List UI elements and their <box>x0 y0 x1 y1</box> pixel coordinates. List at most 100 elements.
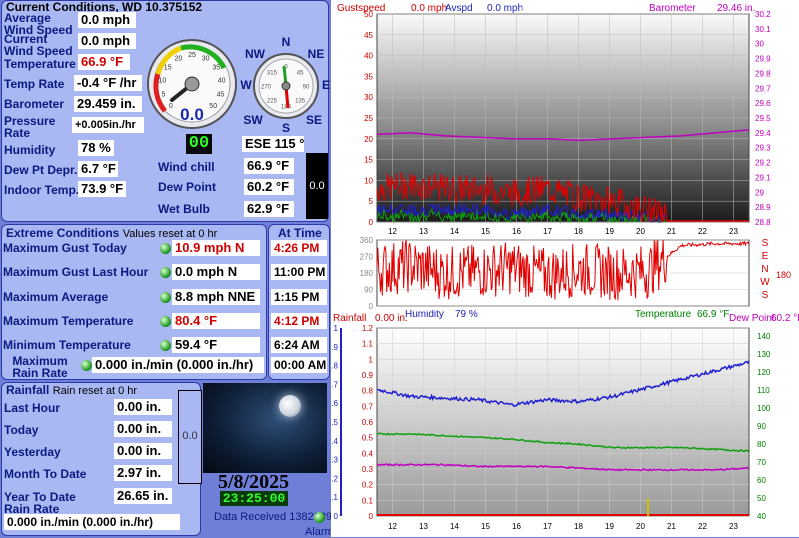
chart3-ytick-right: 110 <box>757 386 770 395</box>
gauge-tick: 20 <box>175 55 183 62</box>
gauge-tick: 10 <box>159 77 167 84</box>
chart1-xtick: 17 <box>543 227 552 236</box>
chart3-ytick-left: 0.2 <box>331 474 339 483</box>
gauge-tick: 35 <box>212 64 220 71</box>
compass-se: SE <box>306 113 322 127</box>
press-rate-label: Pressure Rate <box>4 114 56 140</box>
data-received-indicator-icon <box>314 512 325 523</box>
gauge-tick: 25 <box>188 52 196 59</box>
rainfall-row-value: 2.97 in. <box>114 465 172 481</box>
extreme-indicator-icon <box>81 360 92 371</box>
gauge-tick: 50 <box>209 103 217 110</box>
chart3-legend-dew-value: 60.2 °F <box>771 313 799 324</box>
chart3-ytick-left: 0.7 <box>331 380 339 389</box>
extreme-value: 59.4 °F <box>172 337 260 353</box>
compass-sw: SW <box>243 113 263 127</box>
chart3-ytick-right: 100 <box>757 404 771 413</box>
baro-label: Barometer <box>4 97 65 111</box>
gauge-tick: 40 <box>218 77 226 84</box>
speed-digits: 00 <box>186 134 212 154</box>
chart1-ytick-right: 29.1 <box>755 173 771 182</box>
compass-ne: NE <box>308 47 325 61</box>
chart3-ytick-mid: 0.6 <box>362 418 374 427</box>
extreme-value: 8.8 mph NNE <box>172 289 260 305</box>
chart3-xtick: 22 <box>698 522 707 531</box>
gauge-tick: 30 <box>202 55 210 62</box>
chart3-ytick-right: 80 <box>757 440 766 449</box>
chart1-series-gust <box>376 172 668 223</box>
extreme-indicator-icon <box>160 316 171 327</box>
chart3-ytick-mid: 0.3 <box>362 465 374 474</box>
chart1-xtick: 20 <box>636 227 645 236</box>
chart3-ytick-mid: 0.2 <box>362 481 374 490</box>
rain-rate-value: 0.000 in./min (0.000 in./hr) <box>4 514 180 530</box>
chart1-ytick-left: 25 <box>364 114 373 123</box>
chart3-legend-temp: Temperature <box>635 310 692 320</box>
chart3-ytick-right: 40 <box>757 512 766 521</box>
chart3-legend-temp-value: 66.9 °F <box>697 310 729 320</box>
gauge-value: 0.0 <box>180 105 204 124</box>
extreme-time: 00:00 AM <box>271 357 327 373</box>
chart3-ytick-mid: 1.2 <box>362 324 374 333</box>
press-rate-value: +0.005in./hr <box>72 117 144 133</box>
compass-tick: 135 <box>295 99 306 105</box>
chart3-xtick: 16 <box>512 522 521 531</box>
chart3-ytick-right: 140 <box>757 332 771 341</box>
extreme-label: Minimum Temperature <box>3 338 131 352</box>
rain-bucket <box>178 390 202 484</box>
indoor-value: 73.9 °F <box>78 181 126 197</box>
chart3-ytick-mid: 0.4 <box>362 449 374 458</box>
extreme-label: Maximum Gust Last Hour <box>3 265 149 279</box>
chart3-xtick: 20 <box>636 522 645 531</box>
chart1-ytick-left: 30 <box>364 93 373 102</box>
chart1-ytick-right: 29.3 <box>755 144 771 153</box>
compass-w: W <box>240 78 252 92</box>
baro-value: 29.459 in. <box>74 96 142 112</box>
gauge-tick: 5 <box>162 91 166 98</box>
wetbulb-value: 62.9 °F <box>244 201 294 217</box>
rain-rate-label: Rain Rate <box>4 502 60 516</box>
chart3-ytick-right: 70 <box>757 458 766 467</box>
avg-wind-label: Average Wind Speed <box>4 11 73 37</box>
chart1-ytick-right: 29.8 <box>755 69 771 78</box>
chart1-ytick-left: 15 <box>364 156 373 165</box>
temp-rate-label: Temp Rate <box>4 77 65 91</box>
extreme-label: Maximum Temperature <box>3 314 134 328</box>
temp-label: Temperature <box>4 57 76 71</box>
chart1-ytick-right: 29.7 <box>755 84 771 93</box>
chart3-ytick-left: 1 <box>334 324 339 333</box>
gauge-tick: 45 <box>217 91 225 98</box>
chart1-ytick-left: 0 <box>369 218 374 227</box>
chart1-ytick-left: 35 <box>364 72 373 81</box>
chart3-legend-hum-value: 79 % <box>455 310 478 320</box>
chart1-legend-baro: Barometer <box>649 3 696 14</box>
chart3-ytick-mid: 0.5 <box>362 434 374 443</box>
chart2-dir-mid: 180 <box>776 270 791 280</box>
rainfall-row-value: 0.00 in. <box>114 399 172 415</box>
alarm-label[interactable]: Alarm <box>305 526 334 538</box>
wind-direction-value: ESE 115 ° <box>242 136 304 152</box>
chart3-xtick: 13 <box>419 522 428 531</box>
extreme-label: Maximum Gust Today <box>3 241 127 255</box>
extreme-indicator-icon <box>160 340 171 351</box>
compass-n: N <box>282 36 291 49</box>
chart1-ytick-left: 5 <box>369 197 374 206</box>
chart1-ytick-right: 30 <box>755 40 764 49</box>
compass-tick: 0 <box>284 65 288 71</box>
compass-tick: 90 <box>303 85 310 91</box>
compass-tick: 315 <box>267 70 278 76</box>
chart2-dir-label: S <box>762 238 769 249</box>
extreme-value: 0.0 mph N <box>172 264 260 280</box>
extreme-time: 4:26 PM <box>271 240 327 256</box>
extreme-time: 1:15 PM <box>271 289 327 305</box>
rainfall-row-label: Year To Date <box>4 490 76 504</box>
windchill-label: Wind chill <box>158 160 215 174</box>
extreme-label: Maximum Average <box>3 290 109 304</box>
chart1-ytick-right: 29 <box>755 188 764 197</box>
chart1-ytick-left: 20 <box>364 135 373 144</box>
chart1-legend-time: 23:30 <box>519 3 544 14</box>
chart1-xtick: 18 <box>574 227 583 236</box>
chart3-ytick-mid: 0.8 <box>362 387 374 396</box>
extremes-title: Extreme Conditions Values reset at 0 hr <box>6 226 218 240</box>
